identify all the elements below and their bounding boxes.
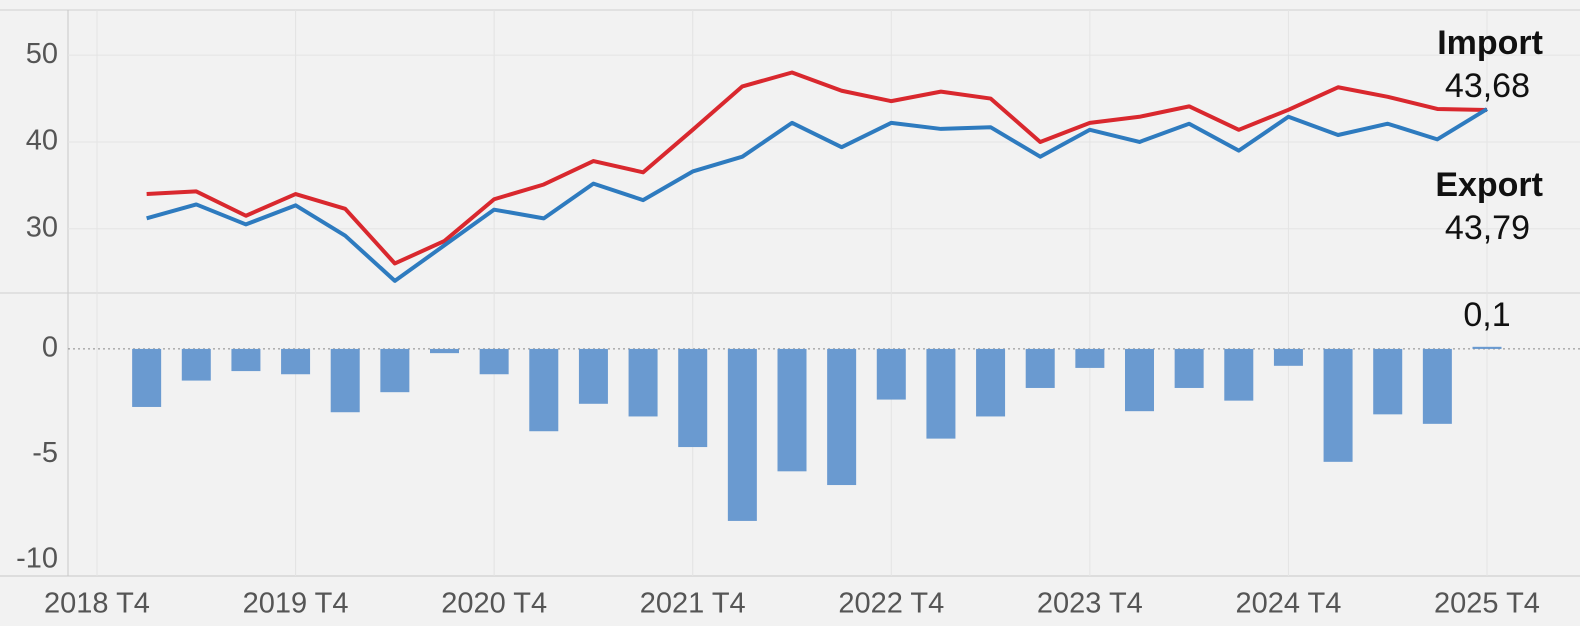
- bar: [1174, 348, 1204, 388]
- bar: [827, 348, 857, 486]
- bar: [529, 348, 559, 432]
- bar: [1075, 348, 1105, 368]
- bar: [1472, 346, 1502, 349]
- bar: [281, 348, 311, 375]
- line: [146, 107, 1489, 283]
- value-label: 0,1: [1463, 296, 1510, 334]
- bar: [976, 348, 1006, 417]
- value-label: 43,68: [1445, 67, 1530, 105]
- value-label: 43,79: [1445, 209, 1530, 247]
- y-tick-label: -10: [16, 543, 58, 575]
- bar: [1025, 348, 1055, 388]
- legend-label: Export: [1435, 166, 1543, 204]
- x-tick-label: 2022 T4: [838, 588, 944, 620]
- y-tick-label: 40: [26, 125, 58, 157]
- y-tick-label: 0: [42, 332, 58, 364]
- bar: [727, 348, 757, 521]
- bar: [678, 348, 708, 448]
- x-tick-label: 2021 T4: [640, 588, 746, 620]
- bar: [1125, 348, 1154, 412]
- bar: [876, 348, 906, 400]
- bar: [132, 348, 162, 407]
- bar: [181, 348, 211, 381]
- y-tick-label: 30: [26, 211, 58, 243]
- x-tick-label: 2024 T4: [1235, 588, 1341, 620]
- bar: [628, 348, 658, 417]
- x-tick-label: 2020 T4: [441, 588, 547, 620]
- bar: [1373, 348, 1403, 415]
- line: [146, 70, 1488, 266]
- bar: [231, 348, 261, 372]
- x-tick-label: 2025 T4: [1434, 588, 1540, 620]
- bar: [926, 348, 956, 439]
- y-tick-label: -5: [32, 437, 58, 469]
- bar: [578, 348, 608, 404]
- bar: [1224, 348, 1254, 401]
- y-tick-label: 50: [26, 38, 58, 70]
- x-tick-label: 2018 T4: [44, 588, 150, 620]
- bar: [1422, 348, 1452, 424]
- bar: [777, 348, 807, 472]
- bar: [1273, 348, 1303, 366]
- x-tick-label: 2023 T4: [1037, 588, 1143, 620]
- bar: [330, 348, 360, 413]
- bar: [430, 348, 459, 354]
- legend-label: Import: [1437, 24, 1543, 62]
- bar: [380, 348, 410, 393]
- bar: [479, 348, 509, 375]
- x-tick-label: 2019 T4: [243, 588, 349, 620]
- bar: [1323, 348, 1353, 462]
